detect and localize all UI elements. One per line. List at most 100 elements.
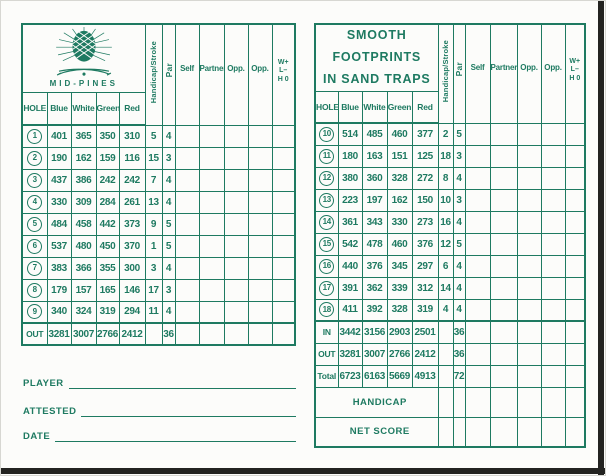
cell-opp1 [223, 124, 249, 148]
cell-blue: 3281 [337, 342, 363, 366]
hole-row: 15 542 478 460 376 12 5 [314, 232, 586, 256]
hole-row: 3 437 386 242 242 7 4 [21, 168, 296, 192]
blue-tees-header: Blue [46, 91, 72, 126]
date-field: DATE [23, 430, 296, 442]
mid-pines-logo-cell: MID-PINES [21, 23, 146, 93]
cell-opp1 [516, 210, 542, 234]
cell-partner [489, 232, 518, 256]
cell-green: 345 [386, 254, 413, 278]
scan-shadow-bottom [1, 468, 605, 474]
cell-wlh [271, 168, 296, 192]
cell-blue: 484 [46, 212, 72, 236]
cell-opp2 [540, 364, 566, 388]
cell-white: 324 [70, 300, 97, 324]
cell-handicap: 11 [144, 300, 163, 324]
cell-opp2 [540, 320, 566, 344]
player-signature-line [68, 377, 296, 389]
cell-opp1 [516, 342, 542, 366]
cell-red: 273 [411, 210, 439, 234]
cell-opp1 [223, 212, 249, 236]
player-label: PLAYER [23, 378, 64, 389]
cell-hole: 11 [314, 144, 339, 168]
cell-opp1 [223, 146, 249, 170]
cell-wlh [271, 256, 296, 280]
cell-opp2 [247, 124, 273, 148]
cell-white: 478 [361, 232, 388, 256]
cell-hole: 17 [314, 276, 339, 300]
cell-green: 350 [95, 124, 120, 148]
cell-red: 272 [411, 166, 439, 190]
cell-red: 377 [411, 122, 439, 146]
cell-handicap [437, 386, 454, 418]
hole-header: HOLE [21, 91, 48, 126]
green-tees-header: Green [386, 90, 413, 125]
cell-par: 5 [452, 122, 466, 146]
cell-partner [198, 300, 225, 324]
hole-number: 10 [319, 126, 335, 142]
hole-row: 17 391 362 339 312 14 4 [314, 276, 586, 300]
cell-wlh [564, 416, 586, 448]
hole-row: 6 537 480 450 370 1 5 [21, 234, 296, 258]
cell-par: 5 [161, 212, 176, 236]
hole-number: 18 [319, 302, 335, 318]
cell-self [464, 254, 491, 278]
front-nine-table: MID-PINES Handicap/Stroke Par Self Partn… [21, 23, 296, 346]
course-notice-cell: SMOOTH FOOTPRINTS IN SAND TRAPS [314, 23, 439, 92]
hole-number: 6 [27, 238, 43, 254]
cell-partner [198, 168, 225, 192]
cell-handicap: 7 [144, 168, 163, 192]
summary-row: Total 6723 6163 5669 4913 72 [314, 364, 586, 388]
self-header: Self [174, 23, 200, 126]
cell-opp2 [540, 232, 566, 256]
handicap-stroke-header: Handicap/Stroke [144, 23, 163, 126]
cell-par: 36 [452, 342, 466, 366]
cell-white: 485 [361, 122, 388, 146]
cell-self [174, 300, 200, 324]
cell-red: 116 [118, 146, 146, 170]
hole-number: 1 [27, 128, 43, 144]
attested-label: ATTESTED [23, 406, 77, 417]
net-score-row: NET SCORE [314, 416, 586, 448]
hole-number: 7 [27, 260, 43, 276]
cell-green: 242 [95, 168, 120, 192]
cell-opp1 [516, 232, 542, 256]
hole-row: 8 179 157 165 146 17 3 [21, 278, 296, 302]
cell-partner [198, 124, 225, 148]
cell-white: 386 [70, 168, 97, 192]
cell-wlh [564, 342, 586, 366]
cell-green: 159 [95, 146, 120, 170]
cell-opp2 [247, 256, 273, 280]
cell-hole: 5 [21, 212, 48, 236]
cell-opp1 [516, 276, 542, 300]
cell-partner [489, 254, 518, 278]
handicap-row: HANDICAP [314, 386, 586, 418]
cell-wlh [564, 210, 586, 234]
hole-row: 11 180 163 151 125 18 3 [314, 144, 586, 168]
cell-par: 36 [161, 322, 176, 346]
cell-green: 2903 [386, 320, 413, 344]
hole-row: 7 383 366 355 300 3 4 [21, 256, 296, 280]
date-label: DATE [23, 431, 51, 442]
cell-self [464, 144, 491, 168]
cell-green: 339 [386, 276, 413, 300]
cell-self [174, 256, 200, 280]
cell-hole: 10 [314, 122, 339, 146]
cell-green: 2766 [95, 322, 120, 346]
cell-blue: 3442 [337, 320, 363, 344]
cell-opp1 [516, 298, 542, 322]
cell-blue: 361 [337, 210, 363, 234]
cell-self [464, 210, 491, 234]
cell-par: 4 [161, 190, 176, 214]
cell-partner [489, 386, 518, 418]
cell-white: 392 [361, 298, 388, 322]
cell-red: 370 [118, 234, 146, 258]
cell-self [464, 232, 491, 256]
cell-white: 3156 [361, 320, 388, 344]
cell-blue: 3281 [46, 322, 72, 346]
cell-self [464, 276, 491, 300]
cell-partner [489, 276, 518, 300]
cell-white: 458 [70, 212, 97, 236]
hole-row: 12 380 360 328 272 8 4 [314, 166, 586, 190]
cell-self [464, 416, 491, 448]
cell-partner [489, 320, 518, 344]
